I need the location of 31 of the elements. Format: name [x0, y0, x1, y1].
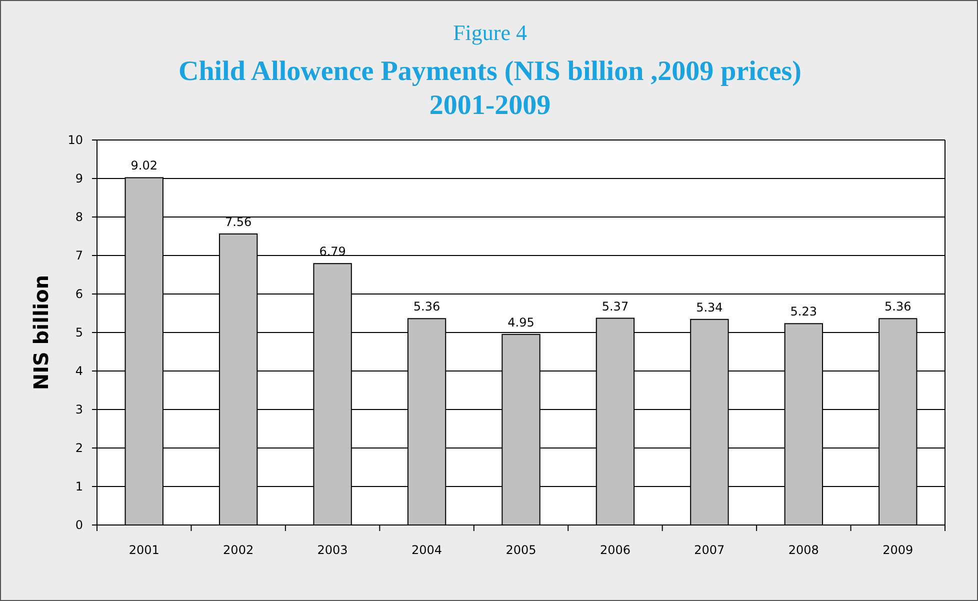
y-tick-label: 2: [75, 441, 83, 455]
data-label: 5.36: [884, 300, 912, 314]
chart-title: Child Allowence Payments (NIS billion ,2009 prices) 2001-2009: [178, 56, 802, 121]
x-tick-label: 2005: [506, 543, 536, 557]
data-label: 5.36: [413, 300, 440, 314]
x-tick-label: 2001: [128, 543, 160, 557]
y-tick-label: 1: [75, 480, 83, 494]
y-tick-label: 8: [75, 210, 83, 224]
y-tick-label: 9: [75, 172, 83, 186]
y-tick-label: 3: [75, 402, 83, 416]
x-tick-label: 2007: [694, 543, 725, 557]
data-label: 4.95: [508, 315, 534, 330]
y-tick-label: 7: [75, 248, 83, 262]
data-label: 7.56: [224, 214, 252, 229]
data-label: 9.02: [130, 158, 158, 173]
x-tick-label: 2006: [600, 543, 630, 557]
x-tick-label: 2009: [882, 543, 914, 557]
y-tick-label: 10: [68, 133, 83, 147]
data-label: 5.23: [790, 304, 818, 319]
chart-subtitle: Figure 4: [453, 20, 527, 45]
data-label: 5.34: [696, 300, 723, 314]
x-tick-label: 2002: [223, 543, 254, 557]
data-label: 5.37: [602, 299, 629, 314]
y-tick-label: 0: [75, 518, 83, 532]
y-tick-label: 5: [75, 326, 83, 340]
y-tick-label: 4: [75, 364, 83, 378]
x-tick-label: 2003: [317, 543, 348, 557]
x-tick-label: 2008: [788, 543, 819, 557]
y-tick-label: 6: [75, 287, 83, 301]
x-tick-label: 2004: [412, 543, 442, 557]
y-axis-title: NIS billion: [29, 274, 53, 390]
